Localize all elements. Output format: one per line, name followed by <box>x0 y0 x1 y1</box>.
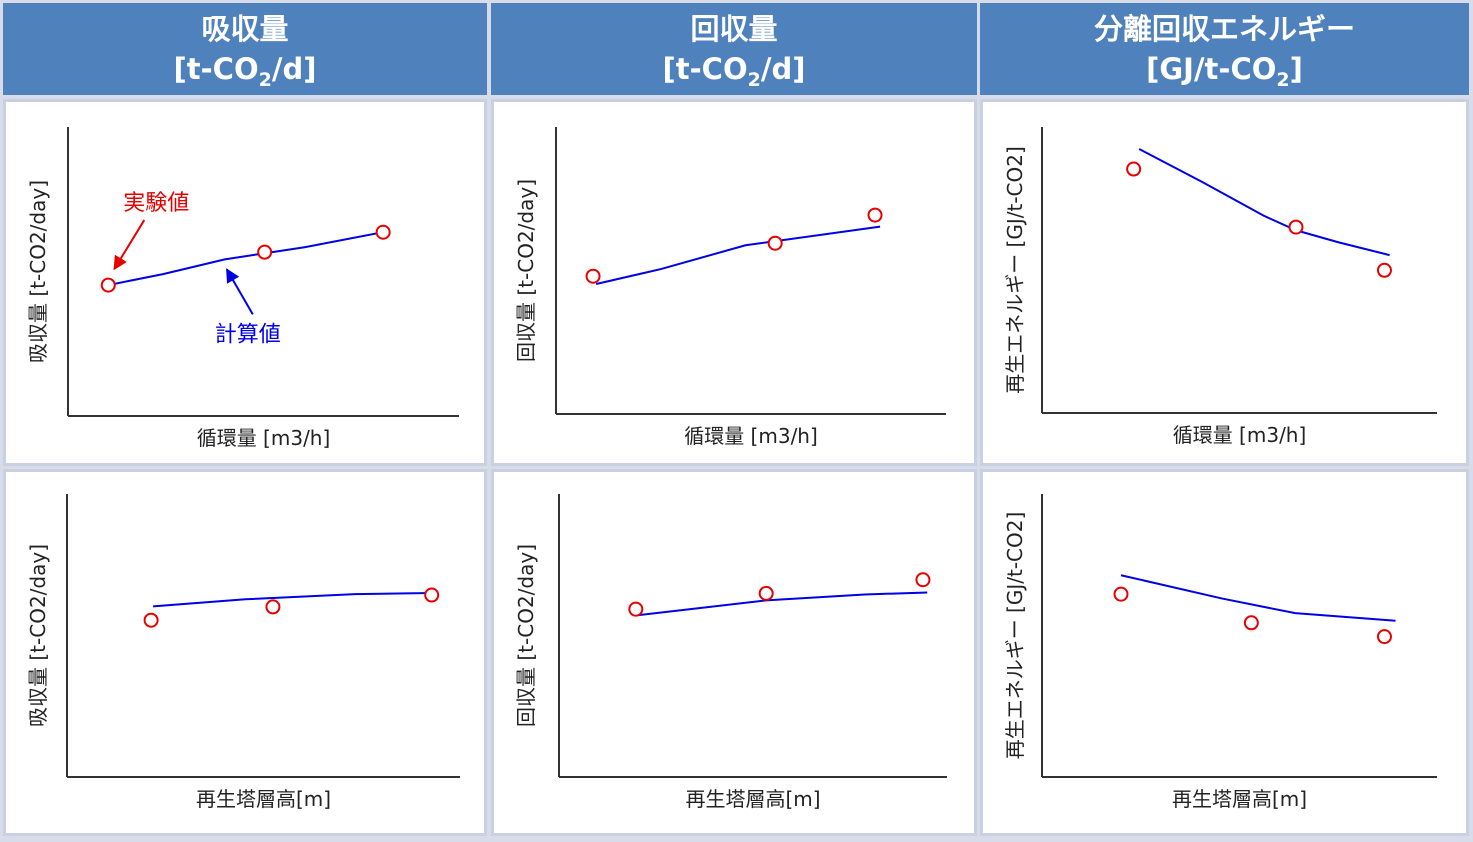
data-point-experimental <box>375 224 391 240</box>
chart-absorption-vs-height: 再生塔層高[m] 吸収量 [t-CO2/day] <box>26 494 460 811</box>
column-header-absorption: 吸収量 [t-CO2/d] <box>3 3 487 95</box>
chart-energy-vs-height: 再生塔層高[m] 再生エネルギー [GJ/t-CO2] <box>1003 494 1437 811</box>
data-point-experimental <box>1376 262 1392 278</box>
series-line-calculated <box>108 231 384 287</box>
chart-recovery-vs-height: 再生塔層高[m] 回収量 [t-CO2/day] <box>514 494 947 811</box>
annotation-arrow-calculated <box>225 268 254 315</box>
data-point-experimental <box>758 585 774 601</box>
header-unit: [t-CO2/d] <box>173 52 317 91</box>
chart-panel: 循環量 [m3/h] 吸収量 [t-CO2/day] 実験値計算値 <box>3 99 487 466</box>
column-header-energy: 分離回収エネルギー [GJ/t-CO2] <box>980 3 1469 95</box>
y-axis-label: 吸収量 [t-CO2/day] <box>26 544 50 727</box>
x-axis-label: 再生塔層高[m] <box>1172 787 1307 811</box>
annotation-experimental: 実験値 <box>123 191 189 216</box>
chart-energy-vs-circulation: 循環量 [m3/h] 再生エネルギー [GJ/t-CO2] <box>1003 127 1437 447</box>
x-axis-label: 循環量 [m3/h] <box>197 426 331 450</box>
data-point-experimental <box>265 599 281 615</box>
data-point-experimental <box>257 244 273 260</box>
series-line-calculated <box>1120 574 1396 622</box>
data-point-experimental <box>628 601 644 617</box>
x-axis-label: 循環量 [m3/h] <box>1173 423 1307 447</box>
data-point-experimental <box>767 235 783 251</box>
header-unit: [t-CO2/d] <box>662 52 806 91</box>
series-line-calculated <box>638 591 928 617</box>
data-point-experimental <box>1288 219 1304 235</box>
x-axis-label: 再生塔層高[m] <box>685 787 820 811</box>
y-axis-label: 吸収量 [t-CO2/day] <box>26 180 50 363</box>
header-title: 回収量 <box>690 12 778 46</box>
chart-panel: 循環量 [m3/h] 再生エネルギー [GJ/t-CO2] <box>980 99 1469 466</box>
data-point-experimental <box>143 612 159 628</box>
x-axis-label: 循環量 [m3/h] <box>684 424 818 448</box>
y-axis-label: 再生エネルギー [GJ/t-CO2] <box>1003 146 1027 394</box>
chart-panel: 再生塔層高[m] 回収量 [t-CO2/day] <box>491 469 977 836</box>
y-axis-label: 回収量 [t-CO2/day] <box>514 544 538 727</box>
data-point-experimental <box>867 207 883 223</box>
chart-recovery-vs-circulation: 循環量 [m3/h] 回収量 [t-CO2/day] <box>514 127 946 448</box>
series-line-calculated <box>1138 148 1390 257</box>
chart-panel: 循環量 [m3/h] 回収量 [t-CO2/day] <box>491 99 977 466</box>
data-point-experimental <box>1376 629 1392 645</box>
series-line-calculated <box>152 592 432 608</box>
chart-panel: 再生塔層高[m] 再生エネルギー [GJ/t-CO2] <box>980 469 1469 836</box>
chart-panel: 再生塔層高[m] 吸収量 [t-CO2/day] <box>3 469 487 836</box>
data-point-experimental <box>1243 615 1259 631</box>
series-line-calculated <box>595 225 881 285</box>
data-point-experimental <box>424 587 440 603</box>
x-axis-label: 再生塔層高[m] <box>196 787 331 811</box>
data-point-experimental <box>1126 161 1142 177</box>
annotation-arrow-experimental <box>113 219 146 271</box>
header-title: 分離回収エネルギー <box>1093 12 1355 46</box>
data-point-experimental <box>1113 586 1129 602</box>
column-header-recovery: 回収量 [t-CO2/d] <box>491 3 977 95</box>
data-point-experimental <box>100 277 116 293</box>
data-point-experimental <box>915 572 931 588</box>
data-point-experimental <box>585 268 601 284</box>
y-axis-label: 再生エネルギー [GJ/t-CO2] <box>1003 512 1027 760</box>
y-axis-label: 回収量 [t-CO2/day] <box>514 179 538 362</box>
header-title: 吸収量 <box>201 12 289 46</box>
annotation-calculated: 計算値 <box>215 322 281 347</box>
header-unit: [GJ/t-CO2] <box>1146 52 1303 91</box>
